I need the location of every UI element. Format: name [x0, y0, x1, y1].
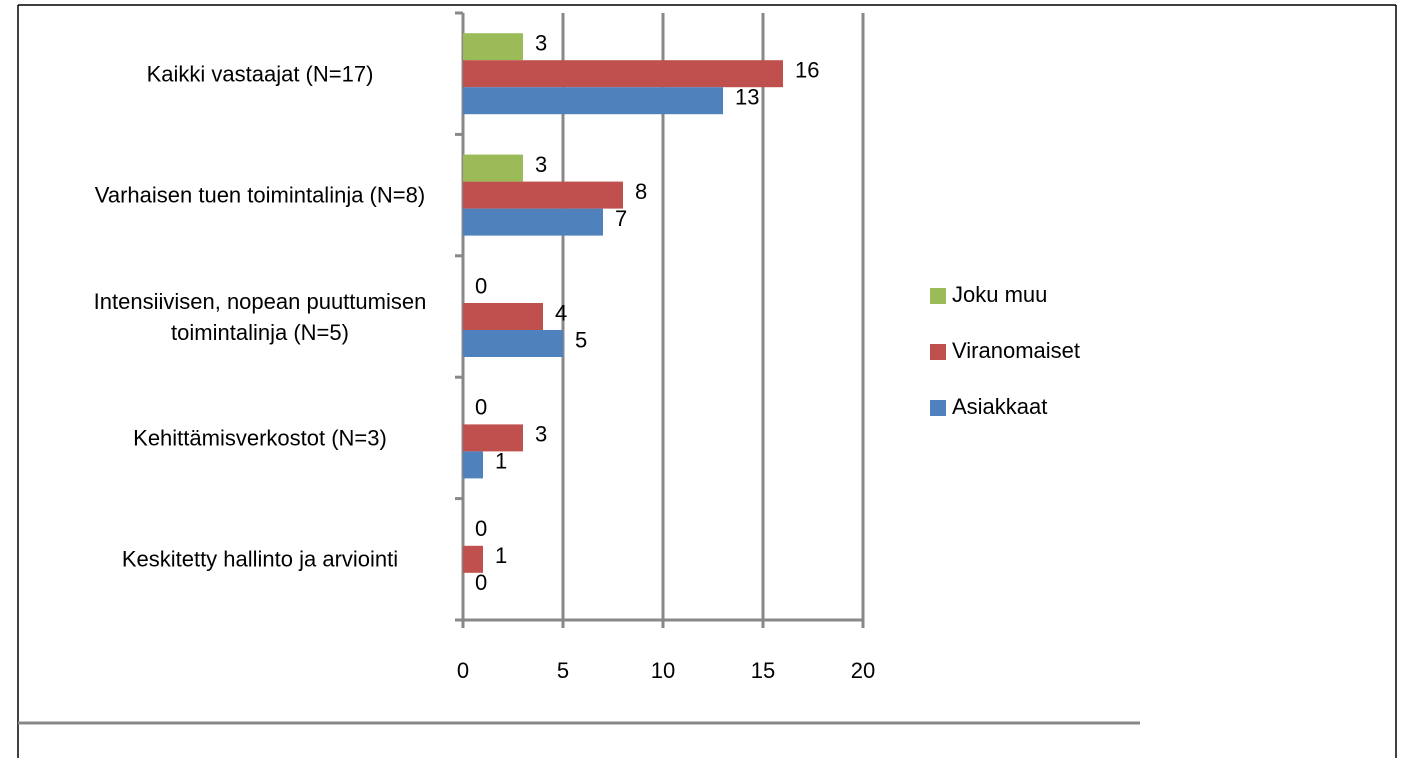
y-tick-label: Kaikki vastaajat (N=17)	[146, 61, 374, 87]
data-label: 5	[575, 327, 587, 352]
bar	[463, 154, 523, 182]
data-label: 3	[535, 31, 547, 56]
data-label: 0	[475, 570, 487, 595]
x-tick-label: 20	[851, 658, 875, 683]
x-tick-label: 0	[457, 658, 469, 683]
legend-label: Asiakkaat	[952, 394, 1047, 419]
bar	[463, 451, 483, 479]
data-label: 4	[555, 300, 567, 325]
legend-swatch	[930, 344, 946, 360]
bar	[463, 60, 783, 88]
bar	[463, 545, 483, 573]
x-tick-label: 15	[751, 658, 775, 683]
bar	[463, 181, 623, 209]
data-label: 3	[535, 422, 547, 447]
data-label: 7	[615, 206, 627, 231]
data-label: 1	[495, 449, 507, 474]
data-label: 8	[635, 179, 647, 204]
bar	[463, 33, 523, 61]
y-tick-label: Kehittämisverkostot (N=3)	[133, 425, 387, 451]
y-tick-label: Intensiivisen, nopean puuttumisen toimin…	[93, 288, 427, 345]
y-tick-label: Keskitetty hallinto ja arviointi	[121, 546, 399, 572]
legend-swatch	[930, 400, 946, 416]
bar	[463, 208, 603, 236]
bar	[463, 87, 723, 115]
data-label: 0	[475, 395, 487, 420]
data-label: 16	[795, 58, 819, 83]
data-label: 0	[475, 516, 487, 541]
data-label: 0	[475, 273, 487, 298]
y-tick-label: Varhaisen tuen toimintalinja (N=8)	[94, 182, 426, 208]
legend-label: Viranomaiset	[952, 338, 1080, 363]
data-label: 3	[535, 152, 547, 177]
bar	[463, 424, 523, 452]
data-label: 1	[495, 543, 507, 568]
legend-swatch	[930, 288, 946, 304]
x-tick-label: 10	[651, 658, 675, 683]
data-label: 13	[735, 85, 759, 110]
legend-label: Joku muu	[952, 282, 1047, 307]
bar	[463, 303, 543, 330]
bar	[463, 330, 563, 357]
x-tick-label: 5	[557, 658, 569, 683]
